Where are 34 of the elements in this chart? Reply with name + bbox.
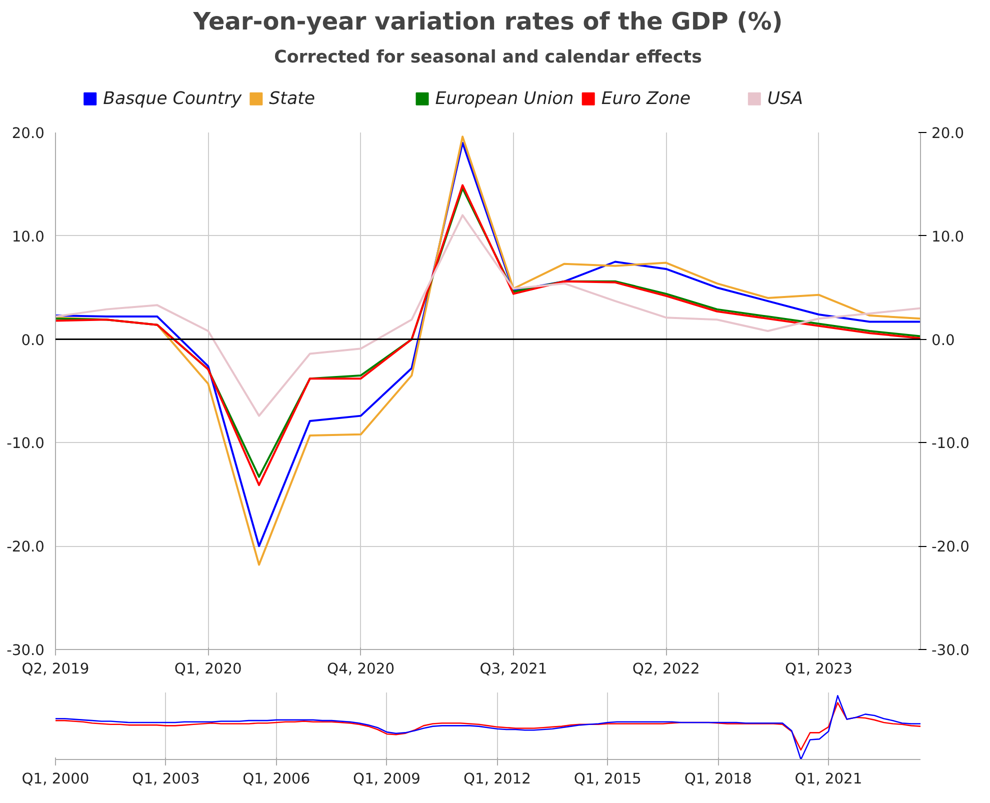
y2-tick-label: -30.0 <box>932 642 970 659</box>
x-tick-label: Q1, 2018 <box>684 770 752 788</box>
x-tick-label: Q1, 2021 <box>794 770 862 788</box>
legend-label: State <box>269 88 316 109</box>
x-tick-label: Q1, 2000 <box>22 770 90 788</box>
y-tick-label: 10.0 <box>12 228 45 246</box>
y-tick-label: 0.0 <box>21 332 45 349</box>
y2-tick-label: 0.0 <box>932 332 955 349</box>
chart-title: Year-on-year variation rates of the GDP (%) <box>192 8 783 36</box>
x-tick-label: Q4, 2020 <box>327 660 395 678</box>
y2-tick-label: 10.0 <box>932 228 964 246</box>
y2-tick-label: -20.0 <box>932 538 970 556</box>
y2-tick-label: 20.0 <box>932 125 964 142</box>
y-tick-label: -10.0 <box>6 435 44 452</box>
x-tick-label: Q1, 2023 <box>784 660 852 678</box>
y-tick-label: 20.0 <box>12 125 45 142</box>
x-tick-label: Q1, 2015 <box>574 770 642 788</box>
x-tick-label: Q2, 2022 <box>632 660 700 678</box>
legend-label: European Union <box>435 88 574 109</box>
x-tick-label: Q1, 2003 <box>132 770 200 788</box>
x-tick-label: Q1, 2009 <box>353 770 421 788</box>
x-tick-label: Q1, 2006 <box>242 770 310 788</box>
line-series <box>56 214 920 417</box>
y-tick-label: -20.0 <box>6 538 44 556</box>
legend-label: Euro Zone <box>601 88 691 109</box>
chart-subtitle: Corrected for seasonal and calendar effects <box>274 48 702 68</box>
x-tick-label: Q1, 2012 <box>463 770 531 788</box>
legend-label: Basque Country <box>103 88 242 109</box>
x-tick-label: Q2, 2019 <box>22 660 90 678</box>
legend-label: USA <box>767 88 803 109</box>
x-tick-label: Q1, 2020 <box>174 660 242 678</box>
x-tick-label: Q3, 2021 <box>480 660 548 678</box>
y2-tick-label: -10.0 <box>932 435 970 452</box>
y-tick-label: -30.0 <box>6 642 44 659</box>
